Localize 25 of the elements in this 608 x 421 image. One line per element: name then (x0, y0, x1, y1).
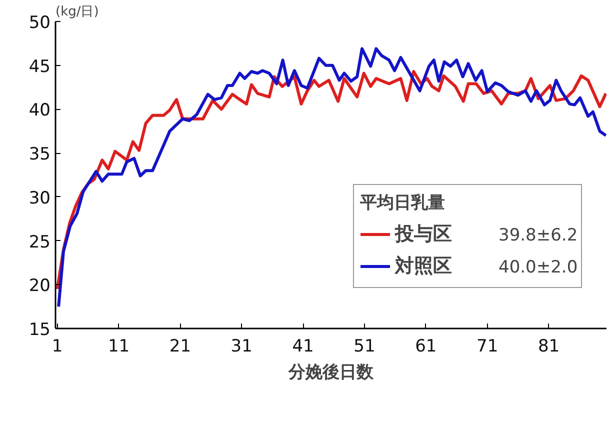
y-axis-title: (kg/日) (56, 4, 99, 20)
x-axis-title: 分娩後日数 (288, 362, 374, 382)
x-tick-label: 81 (538, 336, 560, 356)
y-tick-label: 45 (28, 56, 51, 77)
y-tick-label: 35 (28, 144, 51, 165)
line-series (57, 47, 606, 308)
x-tick-label: 1 (52, 336, 63, 356)
x-tick-label: 21 (169, 336, 192, 356)
y-tick-label: 20 (28, 276, 51, 296)
x-tick-label: 11 (108, 336, 130, 356)
y-tick-label: 30 (28, 188, 51, 208)
annotation: 40.0±2.0 (498, 258, 578, 278)
x-tick-label: 31 (230, 336, 252, 356)
y-tick-label: 40 (28, 100, 51, 121)
y-tick-label: 50 (28, 13, 51, 33)
x-tick-label: 51 (354, 336, 376, 356)
y-tick-label: 15 (28, 320, 51, 340)
y-tick-label: 25 (28, 232, 51, 252)
legend-title: 平均日乳量 (360, 192, 446, 214)
x-tick-label: 41 (292, 336, 314, 356)
legend-label: 投与区 (395, 223, 452, 245)
annotation: 39.8±6.2 (498, 226, 578, 246)
legend-label: 対照区 (395, 255, 452, 277)
x-tick-label: 71 (476, 336, 498, 356)
x-tick-label: 61 (415, 336, 437, 356)
